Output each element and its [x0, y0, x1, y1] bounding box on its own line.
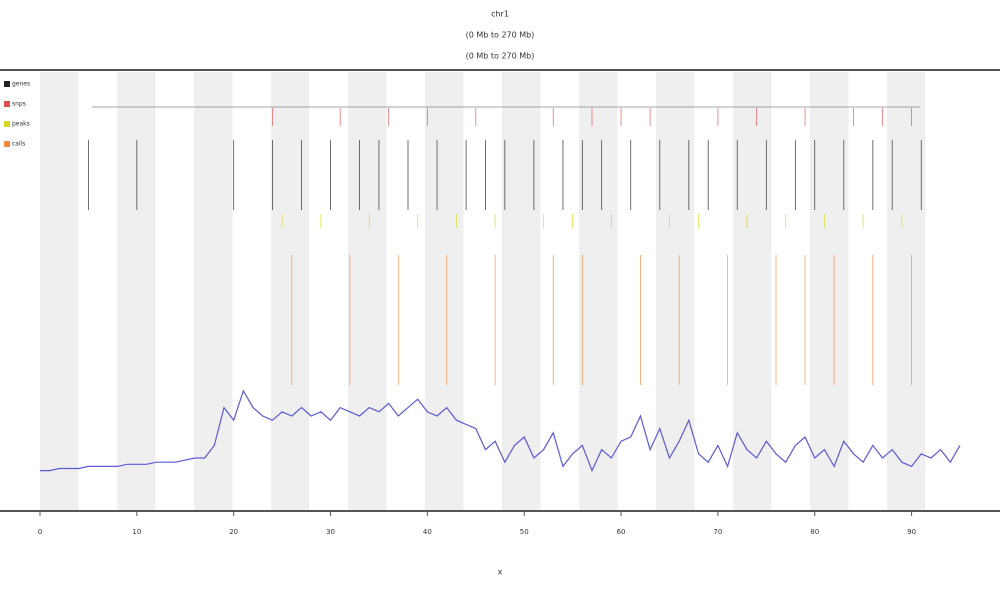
x-tick-label: 50	[520, 528, 529, 536]
x-tick-label: 90	[907, 528, 916, 536]
legend-label: genes	[12, 81, 30, 88]
band	[117, 72, 156, 510]
legend-swatch	[4, 141, 10, 147]
band	[194, 72, 233, 510]
band	[425, 72, 464, 510]
legend-swatch	[4, 121, 10, 127]
x-tick-label: 80	[810, 528, 819, 536]
band	[502, 72, 541, 510]
x-tick-label: 0	[38, 528, 42, 536]
signal-line	[40, 389, 961, 473]
band	[656, 72, 695, 510]
legend-label: peaks	[12, 121, 30, 128]
chart-title: chr1	[491, 10, 509, 19]
band	[271, 72, 310, 510]
bands	[40, 72, 926, 510]
legend-label: calls	[12, 141, 25, 148]
x-tick-label: 20	[229, 528, 238, 536]
x-tick-label: 70	[713, 528, 722, 536]
band	[40, 72, 79, 510]
band	[887, 72, 926, 510]
x-tick-label: 10	[132, 528, 141, 536]
legend-label: snps	[12, 101, 26, 108]
x-tick-label: 40	[423, 528, 432, 536]
legend-swatch	[4, 81, 10, 87]
x-tick-label: 30	[326, 528, 335, 536]
x-axis-label: x	[498, 568, 503, 577]
x-tick-label: 60	[617, 528, 626, 536]
band	[733, 72, 772, 510]
chart-subtitle: (0 Mb to 270 Mb)	[466, 52, 535, 61]
legend-swatch	[4, 101, 10, 107]
band	[348, 72, 387, 510]
band	[810, 72, 849, 510]
band	[579, 72, 618, 510]
chart-subtitle: (0 Mb to 270 Mb)	[466, 31, 535, 40]
